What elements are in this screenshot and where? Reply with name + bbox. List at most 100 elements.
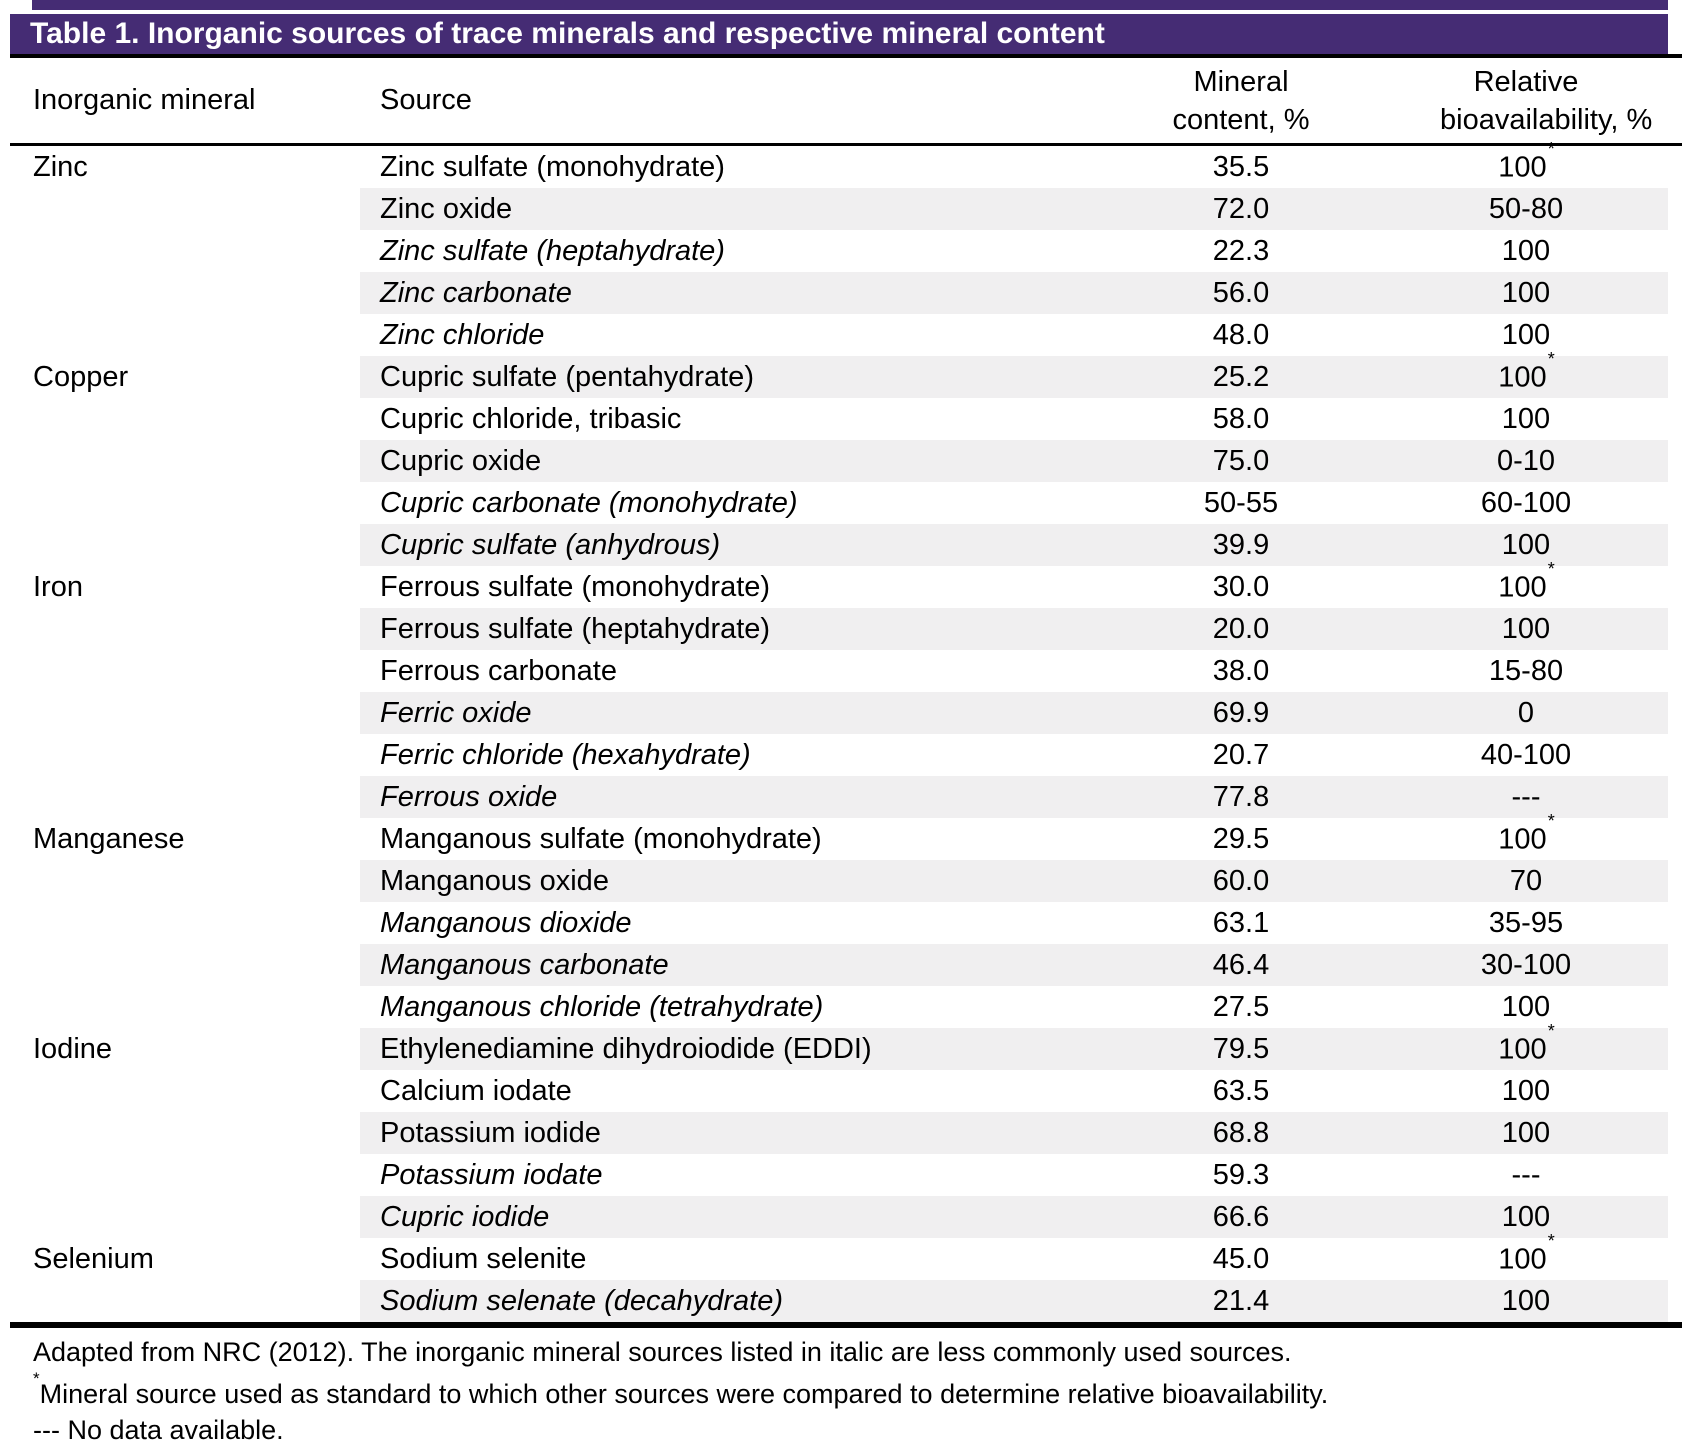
source-cell: Ferric chloride (hexahydrate)	[380, 738, 751, 771]
source-cell: Manganous oxide	[380, 864, 609, 897]
source-cell: Ethylenediamine dihydroiodide (EDDI)	[380, 1032, 872, 1065]
table-row: Ferrous oxide 77.8 ---	[10, 776, 1682, 818]
cropped-element-above	[32, 0, 1668, 10]
row-shading	[360, 1280, 1668, 1322]
table-row: Zinc oxide 72.0 50-80	[10, 188, 1682, 230]
bioavailability-cell: 100	[1501, 990, 1551, 1023]
column-header-mineral-content: Mineral content, %	[1172, 65, 1310, 136]
source-cell: Manganous dioxide	[380, 906, 632, 939]
mineral-content-cell: 20.7	[1212, 738, 1270, 771]
bioavailability-cell: 30-100	[1480, 948, 1572, 981]
bioavailability-cell: 100*	[1498, 810, 1555, 856]
bioavailability-cell: 100	[1501, 1284, 1551, 1317]
table-row: Iodine Ethylenediamine dihydroiodide (EDD…	[10, 1020, 1682, 1070]
table-row: Calcium iodate 63.5 100	[10, 1070, 1682, 1112]
table-1: Table 1. Inorganic sources of trace mine…	[10, 14, 1682, 1442]
bioavailability-cell: 40-100	[1480, 738, 1572, 771]
bioavailability-cell: 60-100	[1480, 486, 1572, 519]
bioavailability-cell: 50-80	[1488, 192, 1564, 225]
table-title-bar: Table 1. Inorganic sources of trace mine…	[10, 14, 1668, 54]
footnote-adapted-from: Adapted from NRC (2012). The inorganic m…	[33, 1337, 1292, 1367]
mineral-content-cell: 75.0	[1212, 444, 1270, 477]
source-cell: Ferrous sulfate (heptahydrate)	[380, 612, 771, 645]
table-row: Cupric iodide 66.6 100	[10, 1196, 1682, 1238]
source-cell: Zinc sulfate (heptahydrate)	[380, 234, 725, 267]
table-body: Zinc Zinc sulfate (monohydrate) 35.5 100* Zi…	[10, 138, 1682, 1322]
source-cell: Ferric oxide	[380, 696, 532, 729]
table-row: Zinc chloride 48.0 100	[10, 314, 1682, 356]
bioavailability-cell: ---	[1511, 780, 1541, 813]
standard-asterisk: *	[1547, 1020, 1555, 1041]
source-cell: Zinc sulfate (monohydrate)	[380, 150, 725, 183]
mineral-content-cell: 22.3	[1212, 234, 1270, 267]
bottom-rule	[10, 1322, 1682, 1328]
table-row: Potassium iodide 68.8 100	[10, 1112, 1682, 1154]
table-row: Manganous oxide 60.0 70	[10, 860, 1682, 902]
bioavailability-cell: 100*	[1498, 138, 1555, 184]
bioavailability-cell: 100*	[1498, 1020, 1555, 1066]
source-cell: Cupric sulfate (anhydrous)	[380, 528, 721, 561]
source-cell: Ferrous carbonate	[380, 654, 617, 687]
table-row: Ferric chloride (hexahydrate) 20.7 40-100	[10, 734, 1682, 776]
mineral-content-cell: 72.0	[1212, 192, 1270, 225]
row-shading	[360, 776, 1668, 818]
asterisk-marker: *	[33, 1369, 40, 1388]
mineral-content-cell: 77.8	[1212, 780, 1270, 813]
mineral-content-cell: 56.0	[1212, 276, 1270, 309]
mineral-content-cell: 63.1	[1212, 906, 1270, 939]
table-row: Cupric chloride, tribasic 58.0 100	[10, 398, 1682, 440]
mineral-content-cell: 48.0	[1212, 318, 1270, 351]
column-header-source: Source	[380, 84, 472, 116]
row-shading	[360, 524, 1668, 566]
column-header-row: Inorganic mineral Source Mineral content…	[10, 58, 1682, 143]
row-shading	[360, 356, 1668, 398]
standard-asterisk: *	[1547, 348, 1555, 369]
bioavailability-cell: 100	[1501, 402, 1551, 435]
table-row: Cupric sulfate (anhydrous) 39.9 100	[10, 524, 1682, 566]
row-shading	[360, 272, 1668, 314]
column-header-inorganic-mineral: Inorganic mineral	[33, 84, 256, 116]
source-cell: Ferrous oxide	[380, 780, 558, 813]
table-row: Manganous chloride (tetrahydrate) 27.5 100	[10, 986, 1682, 1028]
source-cell: Cupric carbonate (monohydrate)	[380, 486, 798, 519]
standard-asterisk: *	[1547, 558, 1555, 579]
table-row: Ferrous carbonate 38.0 15-80	[10, 650, 1682, 692]
bioavailability-cell: 100*	[1498, 348, 1555, 394]
table-row: Ferrous sulfate (heptahydrate) 20.0 100	[10, 608, 1682, 650]
bioavailability-cell: 100	[1501, 276, 1551, 309]
mineral-content-cell: 79.5	[1212, 1032, 1270, 1065]
source-cell: Manganous carbonate	[380, 948, 669, 981]
bioavailability-cell: 100	[1501, 234, 1551, 267]
bioavailability-cell: 35-95	[1488, 906, 1564, 939]
standard-asterisk: *	[1547, 138, 1555, 159]
mineral-content-cell: 20.0	[1212, 612, 1270, 645]
table-row: Manganese Manganous sulfate (monohydrate)…	[10, 810, 1682, 860]
source-cell: Potassium iodate	[380, 1158, 603, 1191]
mineral-group-label: Manganese	[33, 822, 185, 855]
mineral-content-cell: 69.9	[1212, 696, 1270, 729]
bioavailability-cell: 0-10	[1496, 444, 1556, 477]
source-cell: Sodium selenite	[380, 1242, 587, 1275]
table-row: Zinc Zinc sulfate (monohydrate) 35.5 100*	[10, 138, 1682, 188]
mineral-content-cell: 46.4	[1212, 948, 1270, 981]
mineral-content-cell: 63.5	[1212, 1074, 1270, 1107]
mineral-group-label: Iodine	[33, 1032, 113, 1065]
mineral-group-label: Selenium	[33, 1242, 154, 1275]
row-shading	[360, 1196, 1668, 1238]
mineral-content-cell: 29.5	[1212, 822, 1270, 855]
bioavailability-cell: 100	[1501, 1074, 1551, 1107]
mineral-content-cell: 68.8	[1212, 1116, 1270, 1149]
table-footnotes: Adapted from NRC (2012). The inorganic m…	[10, 1328, 1682, 1442]
header-rule	[10, 143, 1682, 146]
table-row: Cupric carbonate (monohydrate) 50-55 60-10…	[10, 482, 1682, 524]
mineral-content-cell: 59.3	[1212, 1158, 1270, 1191]
bioavailability-cell: 100	[1501, 318, 1551, 351]
mineral-content-cell: 27.5	[1212, 990, 1270, 1023]
row-shading	[360, 608, 1668, 650]
table-row: Manganous dioxide 63.1 35-95	[10, 902, 1682, 944]
mineral-content-cell: 45.0	[1212, 1242, 1270, 1275]
row-shading	[360, 944, 1668, 986]
mineral-content-cell: 50-55	[1203, 486, 1279, 519]
table-row: Copper Cupric sulfate (pentahydrate) 25.2 1…	[10, 348, 1682, 398]
